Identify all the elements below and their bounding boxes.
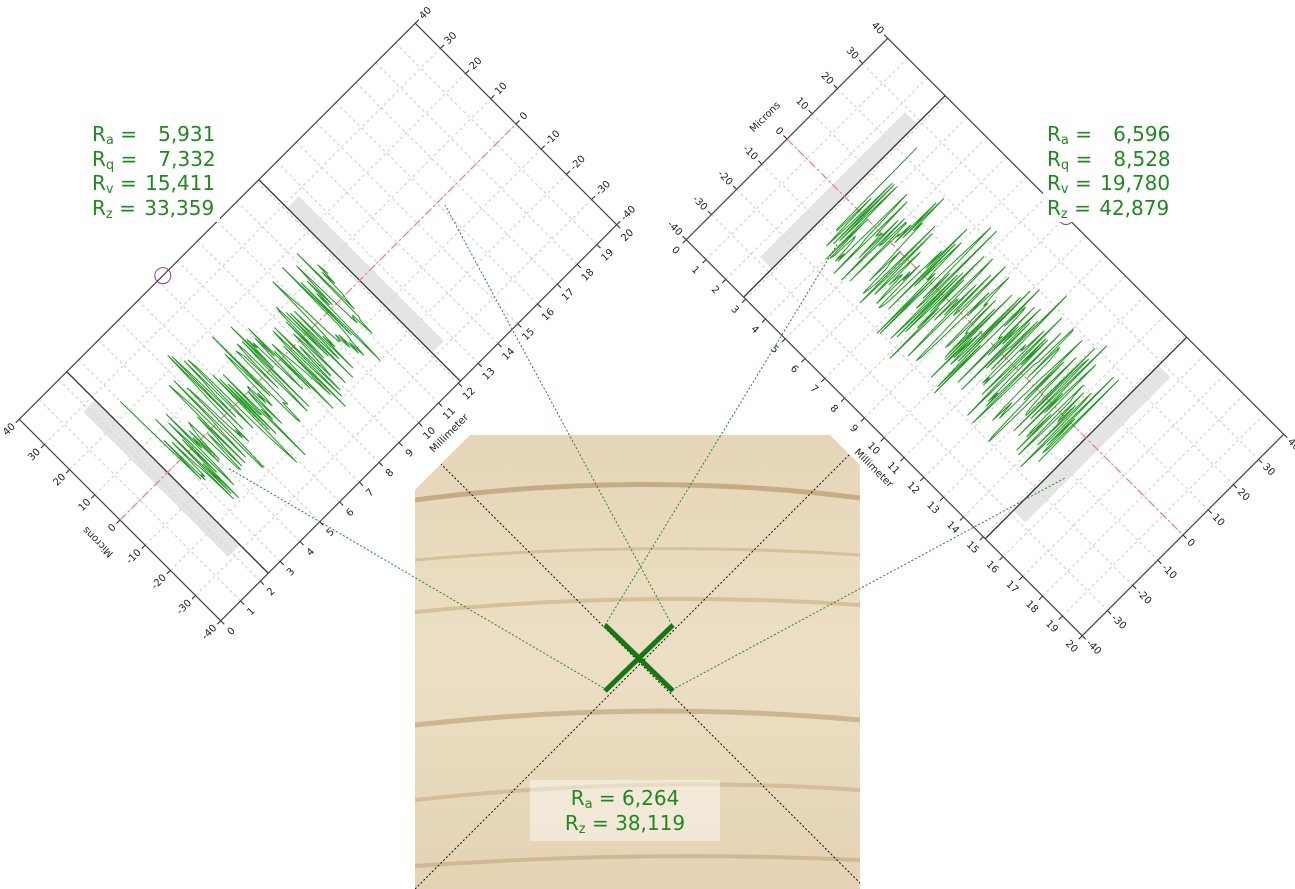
stat-line: Rq = 7,332 <box>92 147 216 172</box>
page: 01234567891011121314151617181920-40-40-3… <box>0 0 1295 889</box>
stat-symbol: R <box>92 122 106 146</box>
stat-sign: = <box>1076 147 1093 171</box>
stat-sign: = <box>119 196 136 220</box>
stat-value: 6,596 <box>1098 122 1170 147</box>
stat-value: 7,332 <box>144 147 216 172</box>
stat-sign: = <box>1075 171 1092 195</box>
stat-subscript: z <box>106 207 113 222</box>
stat-symbol: R <box>92 196 106 220</box>
stat-sign: = <box>120 122 137 146</box>
stat-sign: = <box>599 786 616 810</box>
stat-value: 8,528 <box>1099 147 1171 172</box>
stat-sign: = <box>1074 196 1091 220</box>
stat-sign: = <box>120 171 137 195</box>
stat-symbol: R <box>565 811 579 835</box>
stat-subscript: a <box>1061 133 1069 148</box>
stat-line: Rv = 15,411 <box>92 171 216 196</box>
stat-subscript: a <box>106 133 114 148</box>
stat-sign: = <box>1075 122 1092 146</box>
stat-line: Rz = 42,879 <box>1047 196 1171 221</box>
stat-line: Rv = 19,780 <box>1047 171 1171 196</box>
stat-value: 19,780 <box>1098 171 1170 196</box>
stat-value: 15,411 <box>143 171 215 196</box>
stat-symbol: R <box>1047 147 1061 171</box>
stat-symbol: R <box>92 147 106 171</box>
stat-symbol: R <box>1047 122 1061 146</box>
stat-line: Rq = 8,528 <box>1047 147 1171 172</box>
stat-symbol: R <box>92 171 106 195</box>
stat-line: Ra = 6,596 <box>1047 122 1171 147</box>
stat-value: 42,879 <box>1097 196 1169 221</box>
stat-subscript: z <box>579 822 586 837</box>
stat-sign: = <box>121 147 138 171</box>
stat-symbol: R <box>571 786 585 810</box>
stat-symbol: R <box>1047 171 1061 195</box>
stat-sign: = <box>592 811 609 835</box>
stat-subscript: v <box>1061 182 1069 197</box>
stat-line: Ra = 5,931 <box>92 122 216 147</box>
stat-line: Ra = 6,264 <box>530 786 720 811</box>
stat-value: 38,119 <box>615 811 685 836</box>
roughness-stats: Ra = 6,264Rz = 38,119 <box>530 780 720 841</box>
stat-subscript: z <box>1061 207 1068 222</box>
stat-line: Rz = 38,119 <box>530 811 720 836</box>
stat-subscript: v <box>106 182 114 197</box>
stat-line: Rz = 33,359 <box>92 196 216 221</box>
stat-value: 6,264 <box>622 786 679 811</box>
stat-value: 5,931 <box>143 122 215 147</box>
stat-value: 33,359 <box>142 196 214 221</box>
stat-symbol: R <box>1047 196 1061 220</box>
